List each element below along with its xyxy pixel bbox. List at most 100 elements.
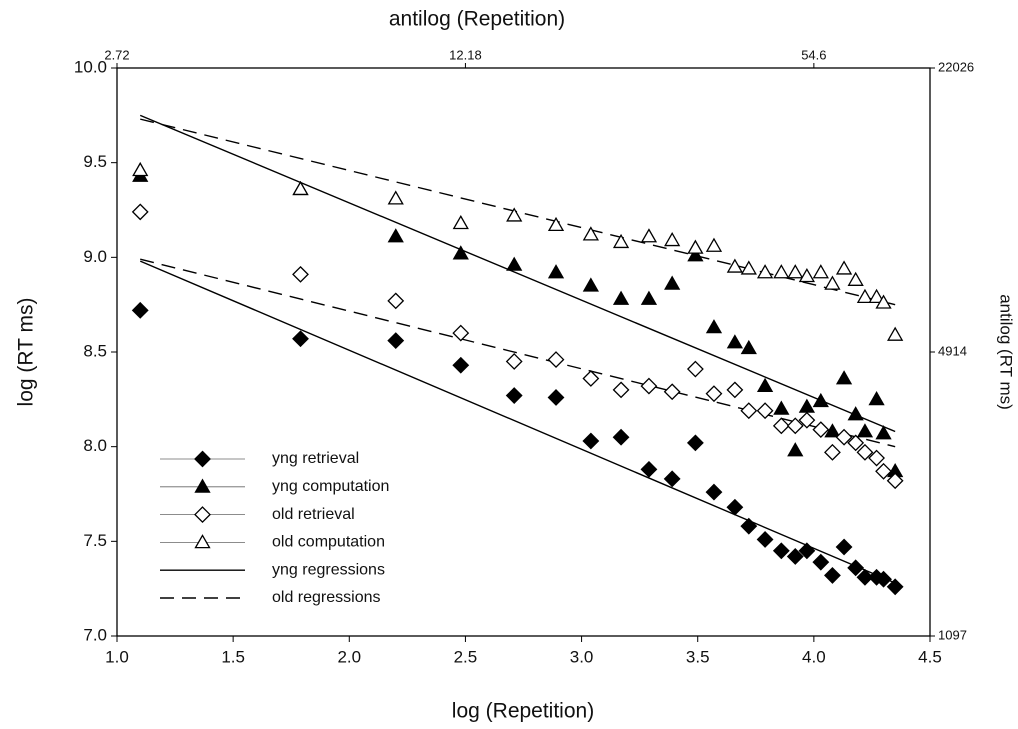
point: [886, 578, 904, 596]
point: [705, 237, 723, 252]
point: [787, 442, 804, 457]
point: [640, 290, 658, 305]
regression-line: [139, 260, 896, 584]
point: [773, 264, 790, 279]
point: [547, 389, 565, 406]
point: [664, 231, 681, 247]
y-tick-label: 7.0: [83, 625, 107, 644]
legend-label: old regressions: [272, 589, 381, 606]
point: [582, 226, 599, 241]
point: [740, 402, 758, 420]
y-tick-label: 8.0: [83, 436, 107, 455]
point: [798, 267, 816, 283]
point: [824, 566, 841, 584]
legend-marker: [194, 534, 211, 549]
point: [835, 538, 853, 556]
point: [875, 570, 892, 588]
point: [868, 288, 885, 303]
legend-marker: [194, 478, 211, 493]
point: [875, 294, 892, 309]
point: [452, 214, 469, 230]
point: [640, 377, 658, 395]
point: [847, 271, 864, 286]
x-tick-label: 2.5: [454, 647, 478, 666]
point: [847, 434, 865, 452]
regression-line: [139, 114, 896, 433]
point: [847, 406, 864, 421]
legend-label: old retrieval: [272, 506, 355, 523]
point: [387, 228, 404, 243]
x-axis-title: log (Repetition): [452, 700, 594, 723]
point: [664, 275, 681, 290]
x-tick-label: 3.5: [686, 647, 710, 666]
point: [887, 326, 904, 341]
point: [547, 216, 565, 232]
legend-marker: [194, 450, 211, 468]
point: [835, 370, 853, 385]
point: [132, 161, 149, 177]
x-tick-label: 4.5: [918, 647, 942, 666]
point: [612, 428, 630, 446]
y-tick-label: 7.5: [83, 531, 107, 550]
point: [875, 462, 892, 480]
point: [687, 247, 704, 262]
point: [772, 417, 790, 435]
x-tick-label: 2.0: [337, 647, 361, 666]
point: [640, 460, 658, 478]
point: [856, 443, 874, 461]
x-tick-label: 4.0: [802, 647, 826, 666]
point: [856, 568, 874, 586]
y-tick-label: 10.0: [74, 57, 107, 76]
point: [582, 277, 599, 292]
point: [726, 258, 744, 273]
point: [131, 203, 149, 221]
point: [387, 190, 404, 205]
x-tick-label: 3.0: [570, 647, 594, 666]
point: [582, 370, 600, 387]
y-axis-title: log (RT ms): [15, 298, 38, 407]
point: [505, 387, 523, 404]
regression-line: [140, 258, 896, 448]
point: [452, 245, 469, 260]
point: [812, 264, 829, 279]
point: [705, 385, 723, 403]
point: [786, 417, 804, 435]
point: [835, 428, 853, 446]
point: [756, 402, 774, 420]
legend-marker: [194, 506, 211, 524]
y2-tick-label: 4914: [938, 343, 967, 358]
point: [798, 398, 816, 413]
point: [787, 264, 804, 279]
point: [824, 275, 841, 290]
point: [786, 548, 804, 565]
point: [686, 434, 704, 452]
point: [292, 180, 309, 196]
point: [740, 517, 758, 535]
point: [640, 228, 658, 243]
point: [824, 423, 841, 438]
x2-tick-label: 54.6: [801, 47, 826, 62]
point: [612, 290, 630, 305]
point: [292, 330, 309, 348]
point: [452, 356, 470, 374]
point: [686, 360, 704, 378]
point: [705, 319, 723, 334]
point: [812, 553, 830, 571]
point: [705, 483, 723, 501]
point: [582, 432, 600, 450]
point: [847, 559, 865, 577]
point: [798, 542, 816, 560]
y-tick-label: 8.5: [83, 341, 107, 360]
point: [547, 351, 565, 368]
y2-axis-title: antilog (RT ms): [997, 294, 1016, 410]
point: [131, 301, 149, 319]
point: [868, 391, 885, 406]
point: [756, 377, 774, 392]
legend-label: old computation: [272, 534, 385, 551]
point: [740, 260, 757, 275]
point: [812, 392, 829, 408]
point: [687, 239, 704, 254]
point: [505, 353, 523, 370]
